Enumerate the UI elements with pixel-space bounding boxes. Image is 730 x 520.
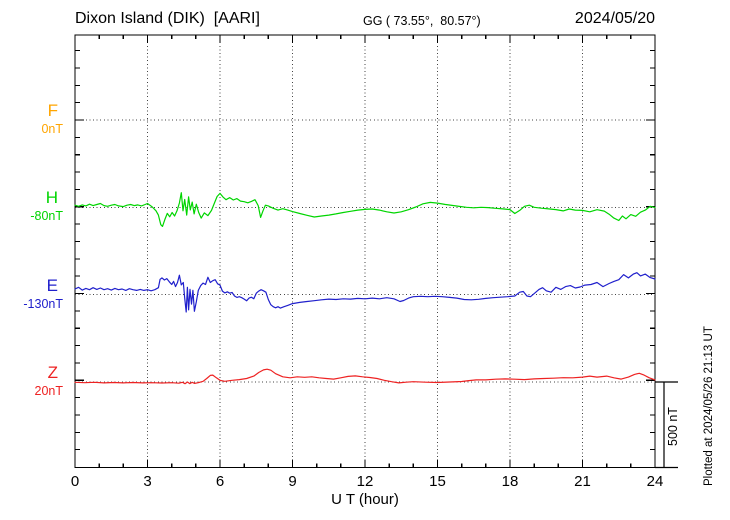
plot-timestamp-note: Plotted at 2024/05/26 21:13 UT xyxy=(703,326,715,486)
geographic-coordinates: GG ( 73.55°, 80.57°) xyxy=(363,14,481,28)
trace-Z xyxy=(74,368,656,385)
trace-E xyxy=(74,272,656,313)
station-title: Dixon Island (DIK) [AARI] xyxy=(75,10,260,27)
observation-date: 2024/05/20 xyxy=(574,10,655,27)
scale-bar-label: 500 nT xyxy=(666,407,680,447)
x-axis-title: U T (hour) xyxy=(331,491,399,508)
trace-H xyxy=(74,192,656,227)
